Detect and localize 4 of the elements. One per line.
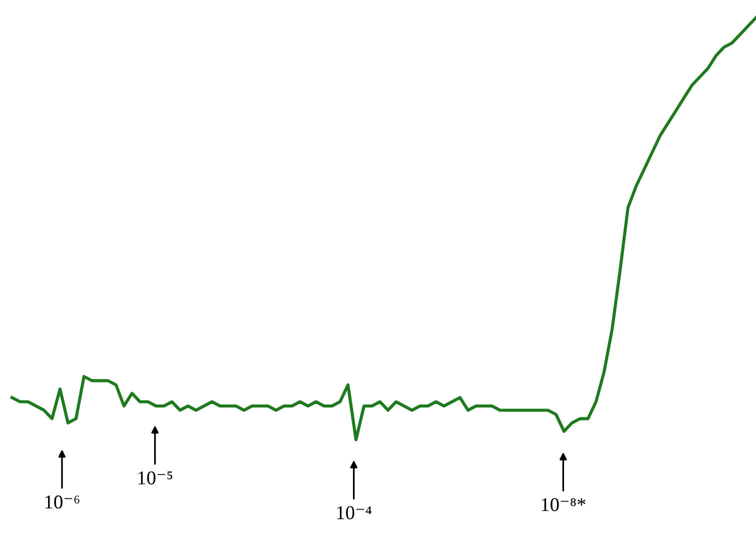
text: 10⁻⁴	[337, 506, 372, 520]
text: 10⁻⁸*	[542, 498, 586, 512]
text: 10⁻⁵	[138, 471, 172, 484]
text: 10⁻⁶	[45, 495, 80, 509]
